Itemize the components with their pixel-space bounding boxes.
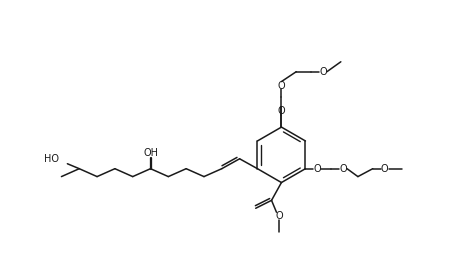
Text: O: O xyxy=(277,106,285,116)
Text: OH: OH xyxy=(143,148,158,158)
Text: O: O xyxy=(313,164,320,174)
Text: O: O xyxy=(318,67,326,77)
Text: HO: HO xyxy=(44,154,60,164)
Text: O: O xyxy=(380,164,387,174)
Text: O: O xyxy=(339,164,346,174)
Text: O: O xyxy=(275,211,283,221)
Text: O: O xyxy=(277,81,285,90)
